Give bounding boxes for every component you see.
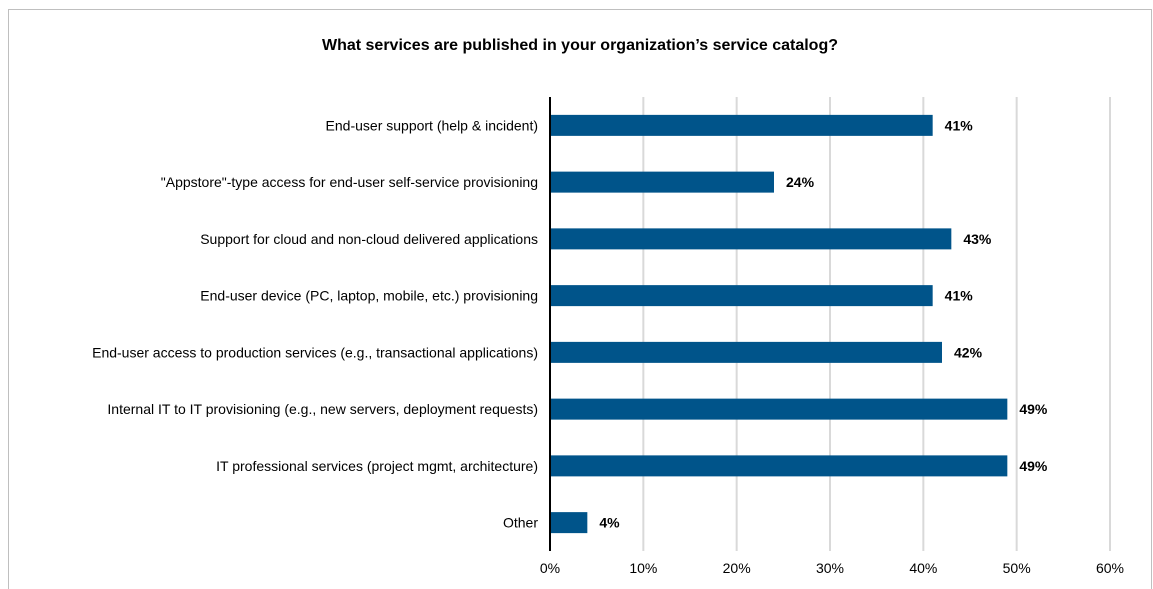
category-labels: End-user support (help & incident) "Appst…	[92, 117, 538, 530]
x-tick-label: 50%	[1003, 560, 1031, 576]
x-tick-label: 60%	[1096, 560, 1124, 576]
category-label: End-user access to production services (…	[92, 344, 538, 360]
bar	[551, 455, 1008, 477]
category-label: IT professional services (project mgmt, …	[216, 458, 538, 474]
bar	[551, 228, 952, 250]
category-label: Support for cloud and non-cloud delivere…	[200, 231, 538, 247]
value-label: 49%	[1019, 458, 1048, 474]
category-label: "Appstore"-type access for end-user self…	[161, 174, 538, 190]
value-label: 41%	[945, 288, 974, 304]
x-tick-labels: 0% 10% 20% 30% 40% 50% 60%	[540, 560, 1124, 576]
bars	[551, 114, 1008, 534]
chart-frame	[8, 9, 1152, 589]
value-label: 4%	[599, 515, 620, 531]
value-labels: 41% 24% 43% 41% 42% 49% 49% 4%	[599, 117, 1048, 530]
bar	[551, 285, 933, 307]
category-label: Internal IT to IT provisioning (e.g., ne…	[107, 401, 538, 417]
bar	[551, 341, 942, 363]
gridlines	[642, 97, 1111, 551]
bar	[551, 114, 933, 136]
value-label: 43%	[963, 231, 992, 247]
x-tick-label: 20%	[723, 560, 751, 576]
bar	[551, 171, 774, 193]
bar	[551, 512, 588, 534]
x-tick-label: 30%	[816, 560, 844, 576]
x-tick-label: 40%	[909, 560, 937, 576]
value-label: 24%	[786, 174, 815, 190]
value-label: 49%	[1019, 401, 1048, 417]
category-label: End-user support (help & incident)	[326, 117, 538, 133]
x-tick-label: 0%	[540, 560, 560, 576]
category-label: End-user device (PC, laptop, mobile, etc…	[200, 288, 538, 304]
x-tick-label: 10%	[629, 560, 657, 576]
value-label: 42%	[954, 344, 983, 360]
bar	[551, 398, 1008, 420]
value-label: 41%	[945, 117, 974, 133]
chart-title: What services are published in your orga…	[321, 37, 838, 54]
category-label: Other	[503, 515, 538, 531]
